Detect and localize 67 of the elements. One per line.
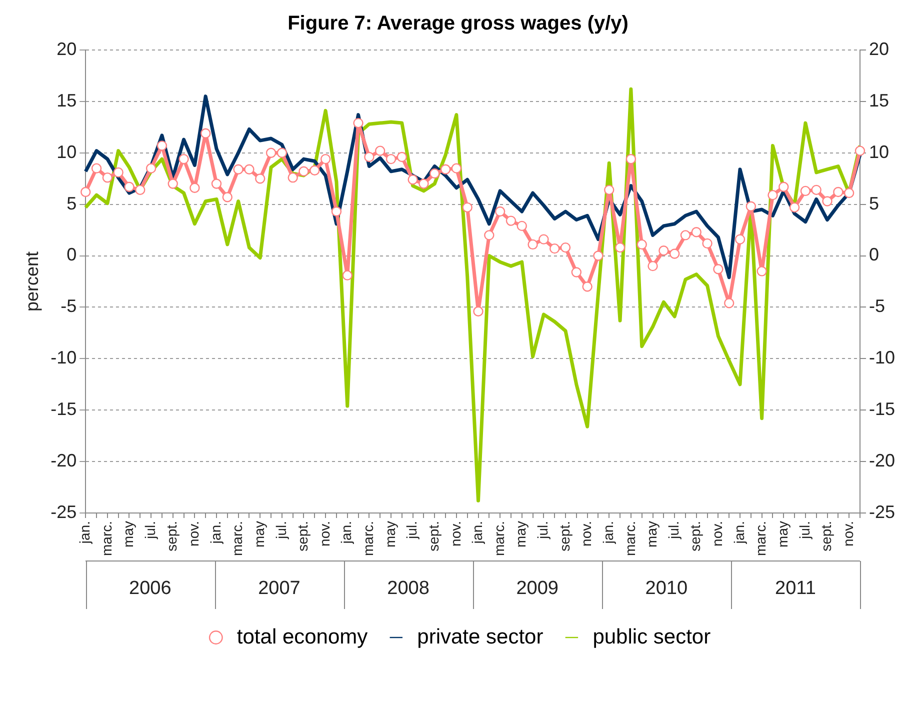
text: 2007 xyxy=(258,578,300,600)
x-tick-label: nov. xyxy=(578,521,594,546)
y2-tick-label: -15 xyxy=(868,399,895,420)
x-tick-label: marc. xyxy=(98,521,114,556)
x-tick-label: sept. xyxy=(425,521,442,552)
x-tick-label: jan. xyxy=(207,521,224,545)
x-tick-label: may xyxy=(250,521,267,548)
legend-label: public sector xyxy=(592,625,711,648)
y2-tick-label: 15 xyxy=(868,90,890,110)
x-tick-label: sept. xyxy=(687,521,704,552)
x-tick-label: may xyxy=(512,521,529,548)
x-tick-label: marc. xyxy=(229,521,246,556)
x-tick-label: nov. xyxy=(709,521,726,546)
x-tick-label: sept. xyxy=(164,521,180,552)
x-tick-label: jan. xyxy=(338,521,354,545)
x-tick-label: may xyxy=(120,521,136,548)
y-tick-label: -20 xyxy=(50,450,77,471)
y-tick-label: -15 xyxy=(50,399,77,420)
x-tick-label: jul. xyxy=(796,521,812,540)
x-tick-label: sept. xyxy=(818,521,834,552)
x-tick-label: nov. xyxy=(840,521,856,546)
x-tick-label: jan. xyxy=(600,521,616,545)
x-tick-label: marc. xyxy=(490,521,507,556)
x-tick-label: jul. xyxy=(142,521,158,540)
x-tick-label: jan. xyxy=(730,521,747,545)
x-tick-label: jan. xyxy=(469,521,486,545)
x-tick-label: may xyxy=(382,521,398,548)
y-axis-title: percent xyxy=(22,251,42,312)
y2-tick-label: 20 xyxy=(868,38,890,59)
x-tick-label: may xyxy=(644,521,660,548)
x-tick-label: marc. xyxy=(622,521,638,556)
y-tick-label: -10 xyxy=(50,348,77,368)
y-tick-label: -5 xyxy=(60,296,77,316)
y2-tick-label: 5 xyxy=(868,193,879,214)
y2-tick-label: 0 xyxy=(868,244,879,265)
x-tick-label: nov. xyxy=(186,521,202,546)
x-tick-label: sept. xyxy=(556,521,572,552)
text: 2011 xyxy=(775,578,816,600)
x-tick-label: jul. xyxy=(272,521,289,540)
y2-tick-label: -5 xyxy=(868,296,885,316)
y2-tick-label: -10 xyxy=(868,348,895,368)
y2-tick-label: -25 xyxy=(868,502,895,522)
text: 2010 xyxy=(645,578,688,600)
y2-tick-label: 10 xyxy=(868,142,890,162)
y-tick-label: -25 xyxy=(50,502,77,522)
y-tick-label: 15 xyxy=(56,90,77,110)
legend-label: total economy xyxy=(236,625,368,648)
x-tick-label: sept. xyxy=(294,521,311,552)
x-tick-label: jul. xyxy=(534,521,551,540)
y-tick-label: 0 xyxy=(66,244,77,265)
x-tick-label: marc. xyxy=(360,521,376,556)
text: 2008 xyxy=(387,578,430,600)
x-tick-label: jan. xyxy=(76,521,92,545)
text: 2006 xyxy=(129,578,172,600)
chart-title: Figure 7: Average gross wages (y/y) xyxy=(288,12,628,35)
x-tick-label: jul. xyxy=(665,521,682,540)
x-tick-label: may xyxy=(774,521,790,548)
y-tick-label: 5 xyxy=(66,193,77,214)
x-tick-label: jul. xyxy=(404,521,420,540)
x-tick-label: marc. xyxy=(752,521,769,556)
x-tick-label: nov. xyxy=(316,521,332,546)
y2-tick-label: -20 xyxy=(868,450,895,471)
text: 2009 xyxy=(516,578,558,600)
y-tick-label: 10 xyxy=(56,142,77,162)
x-tick-label: nov. xyxy=(447,521,464,546)
y-tick-label: 20 xyxy=(56,38,77,59)
legend-label: private sector xyxy=(417,625,544,648)
